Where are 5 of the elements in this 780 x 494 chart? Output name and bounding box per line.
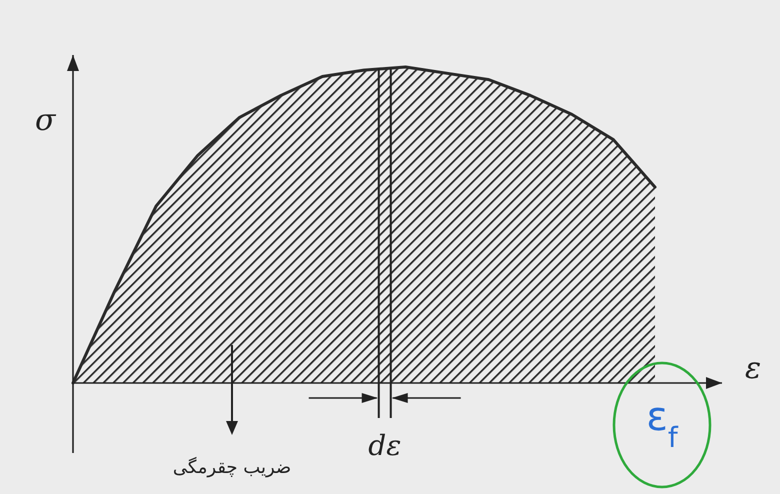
text: ε$_{f}$ <box>646 394 679 454</box>
x-axis-title: ε <box>745 351 762 386</box>
text: ضریب چقرمگی <box>172 456 292 478</box>
y-axis-title: σ <box>35 103 57 138</box>
text: dε <box>368 429 402 462</box>
